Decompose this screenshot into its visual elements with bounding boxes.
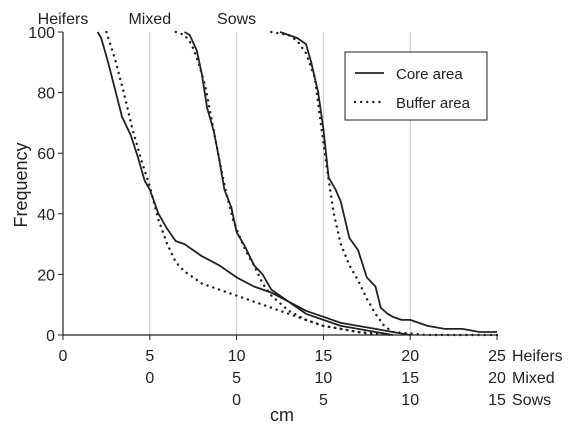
y-axis-title: Frequency xyxy=(11,142,31,227)
x-tick-label-mixed: 0 xyxy=(145,370,154,387)
x-tick-label-heifers: 15 xyxy=(315,348,333,365)
x-axis-name-heifers: Heifers xyxy=(512,348,563,365)
x-tick-label-mixed: 15 xyxy=(401,370,419,387)
series-line-heifers-buffer-area xyxy=(105,30,394,337)
y-tick-label: 40 xyxy=(37,207,55,224)
x-tick-label-sows: 10 xyxy=(401,392,419,409)
series-layer xyxy=(96,30,499,337)
x-tick-label-heifers: 5 xyxy=(145,348,154,365)
legend: Core area Buffer area xyxy=(344,51,488,121)
group-label-heifers: Heifers xyxy=(38,11,89,28)
y-tick-label: 100 xyxy=(28,25,55,42)
legend-label-buffer-area: Buffer area xyxy=(396,95,471,112)
x-axis-title: cm xyxy=(270,405,294,425)
x-tick-label-sows: 0 xyxy=(232,392,241,409)
axes-layer xyxy=(58,31,498,340)
x-tick-label-sows: 5 xyxy=(319,392,328,409)
x-tick-label-mixed: 10 xyxy=(315,370,333,387)
x-tick-label-heifers: 20 xyxy=(401,348,419,365)
group-label-mixed: Mixed xyxy=(128,11,171,28)
legend-label-core-area: Core area xyxy=(396,66,463,83)
x-tick-label-mixed: 5 xyxy=(232,370,241,387)
x-tick-label-sows: 15 xyxy=(488,392,506,409)
x-tick-label-heifers: 10 xyxy=(228,348,246,365)
x-axis-name-sows: Sows xyxy=(512,392,551,409)
x-tick-label-mixed: 20 xyxy=(488,370,506,387)
y-tick-label: 80 xyxy=(37,86,55,103)
series-line-sows-core-area xyxy=(279,31,497,333)
x-axis-name-mixed: Mixed xyxy=(512,370,555,387)
series-line-heifers-core-area xyxy=(96,31,411,336)
group-label-sows: Sows xyxy=(217,11,256,28)
legend-box xyxy=(344,51,488,121)
y-tick-label: 60 xyxy=(37,146,55,163)
x-tick-label-heifers: 25 xyxy=(488,348,506,365)
y-tick-label: 20 xyxy=(37,267,55,284)
x-tick-label-heifers: 0 xyxy=(59,348,68,365)
y-tick-label: 0 xyxy=(46,328,55,345)
